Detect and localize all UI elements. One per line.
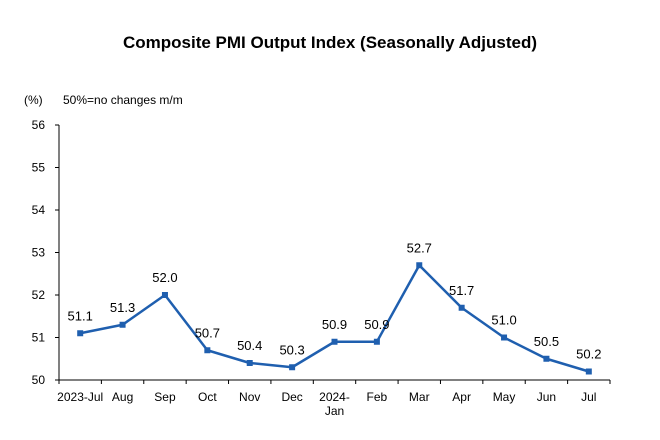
x-tick-label: Nov — [239, 390, 260, 404]
data-label: 51.7 — [449, 283, 474, 298]
x-tick-label: Sep — [154, 390, 176, 404]
data-label: 52.7 — [407, 240, 432, 255]
y-tick-label: 54 — [32, 203, 46, 217]
y-axis-unit-label: (%) — [24, 93, 43, 107]
data-point — [289, 364, 296, 371]
data-point — [246, 360, 253, 366]
data-labels: 51.1 51.3 52.0 50.7 50.4 50.3 50.9 50.9 52.7 51.7… — [68, 240, 602, 361]
x-tick-label: Apr — [452, 390, 471, 404]
y-tick-label: 50 — [32, 373, 46, 387]
y-tick-label: 53 — [32, 246, 46, 260]
x-tick-label: Jul — [581, 390, 596, 404]
x-tick-label: Jun — [537, 390, 556, 404]
data-label: 50.2 — [576, 347, 601, 362]
data-point — [543, 355, 550, 362]
data-point — [331, 338, 338, 345]
data-label: 52.0 — [152, 270, 177, 285]
data-point — [501, 334, 508, 341]
x-tick-label: Aug — [112, 390, 133, 404]
x-axis-ticks: 2023-Jul Aug Sep Oct Nov Dec 2024-Jan Feb Mar Apr… — [57, 380, 611, 418]
data-label: 50.5 — [534, 334, 559, 349]
y-tick-label: 56 — [32, 118, 46, 132]
x-tick-label: Oct — [198, 390, 217, 404]
data-point — [119, 321, 126, 328]
y-tick-label: 55 — [32, 161, 46, 175]
data-point — [373, 338, 380, 345]
x-tick-label: Feb — [367, 390, 388, 404]
x-tick-label: May — [493, 390, 516, 404]
x-tick-label: 2023-Jul — [57, 390, 103, 404]
y-tick-label: 51 — [32, 331, 46, 345]
x-tick-label: 2024- — [319, 390, 350, 404]
data-label: 51.1 — [68, 308, 93, 323]
data-point — [161, 292, 168, 298]
data-point — [204, 347, 211, 354]
data-label: 50.9 — [322, 317, 347, 332]
data-label: 50.3 — [279, 342, 304, 357]
x-tick-label: Mar — [409, 390, 430, 404]
data-label: 50.7 — [195, 325, 220, 340]
series-points — [77, 262, 592, 375]
data-label: 50.9 — [364, 317, 389, 332]
x-tick-label: Dec — [281, 390, 302, 404]
data-point — [458, 304, 465, 311]
data-label: 50.4 — [237, 338, 262, 353]
data-label: 51.3 — [110, 300, 135, 315]
data-point — [585, 368, 592, 375]
baseline-note: 50%=no changes m/m — [63, 93, 183, 107]
x-tick-label: Jan — [325, 404, 344, 418]
y-axis-ticks: 50 51 52 53 54 55 56 — [32, 118, 59, 387]
data-point — [416, 262, 423, 269]
y-tick-label: 52 — [32, 288, 46, 302]
data-label: 51.0 — [491, 313, 516, 328]
chart-title: Composite PMI Output Index (Seasonally A… — [122, 33, 538, 52]
data-point — [77, 330, 84, 337]
